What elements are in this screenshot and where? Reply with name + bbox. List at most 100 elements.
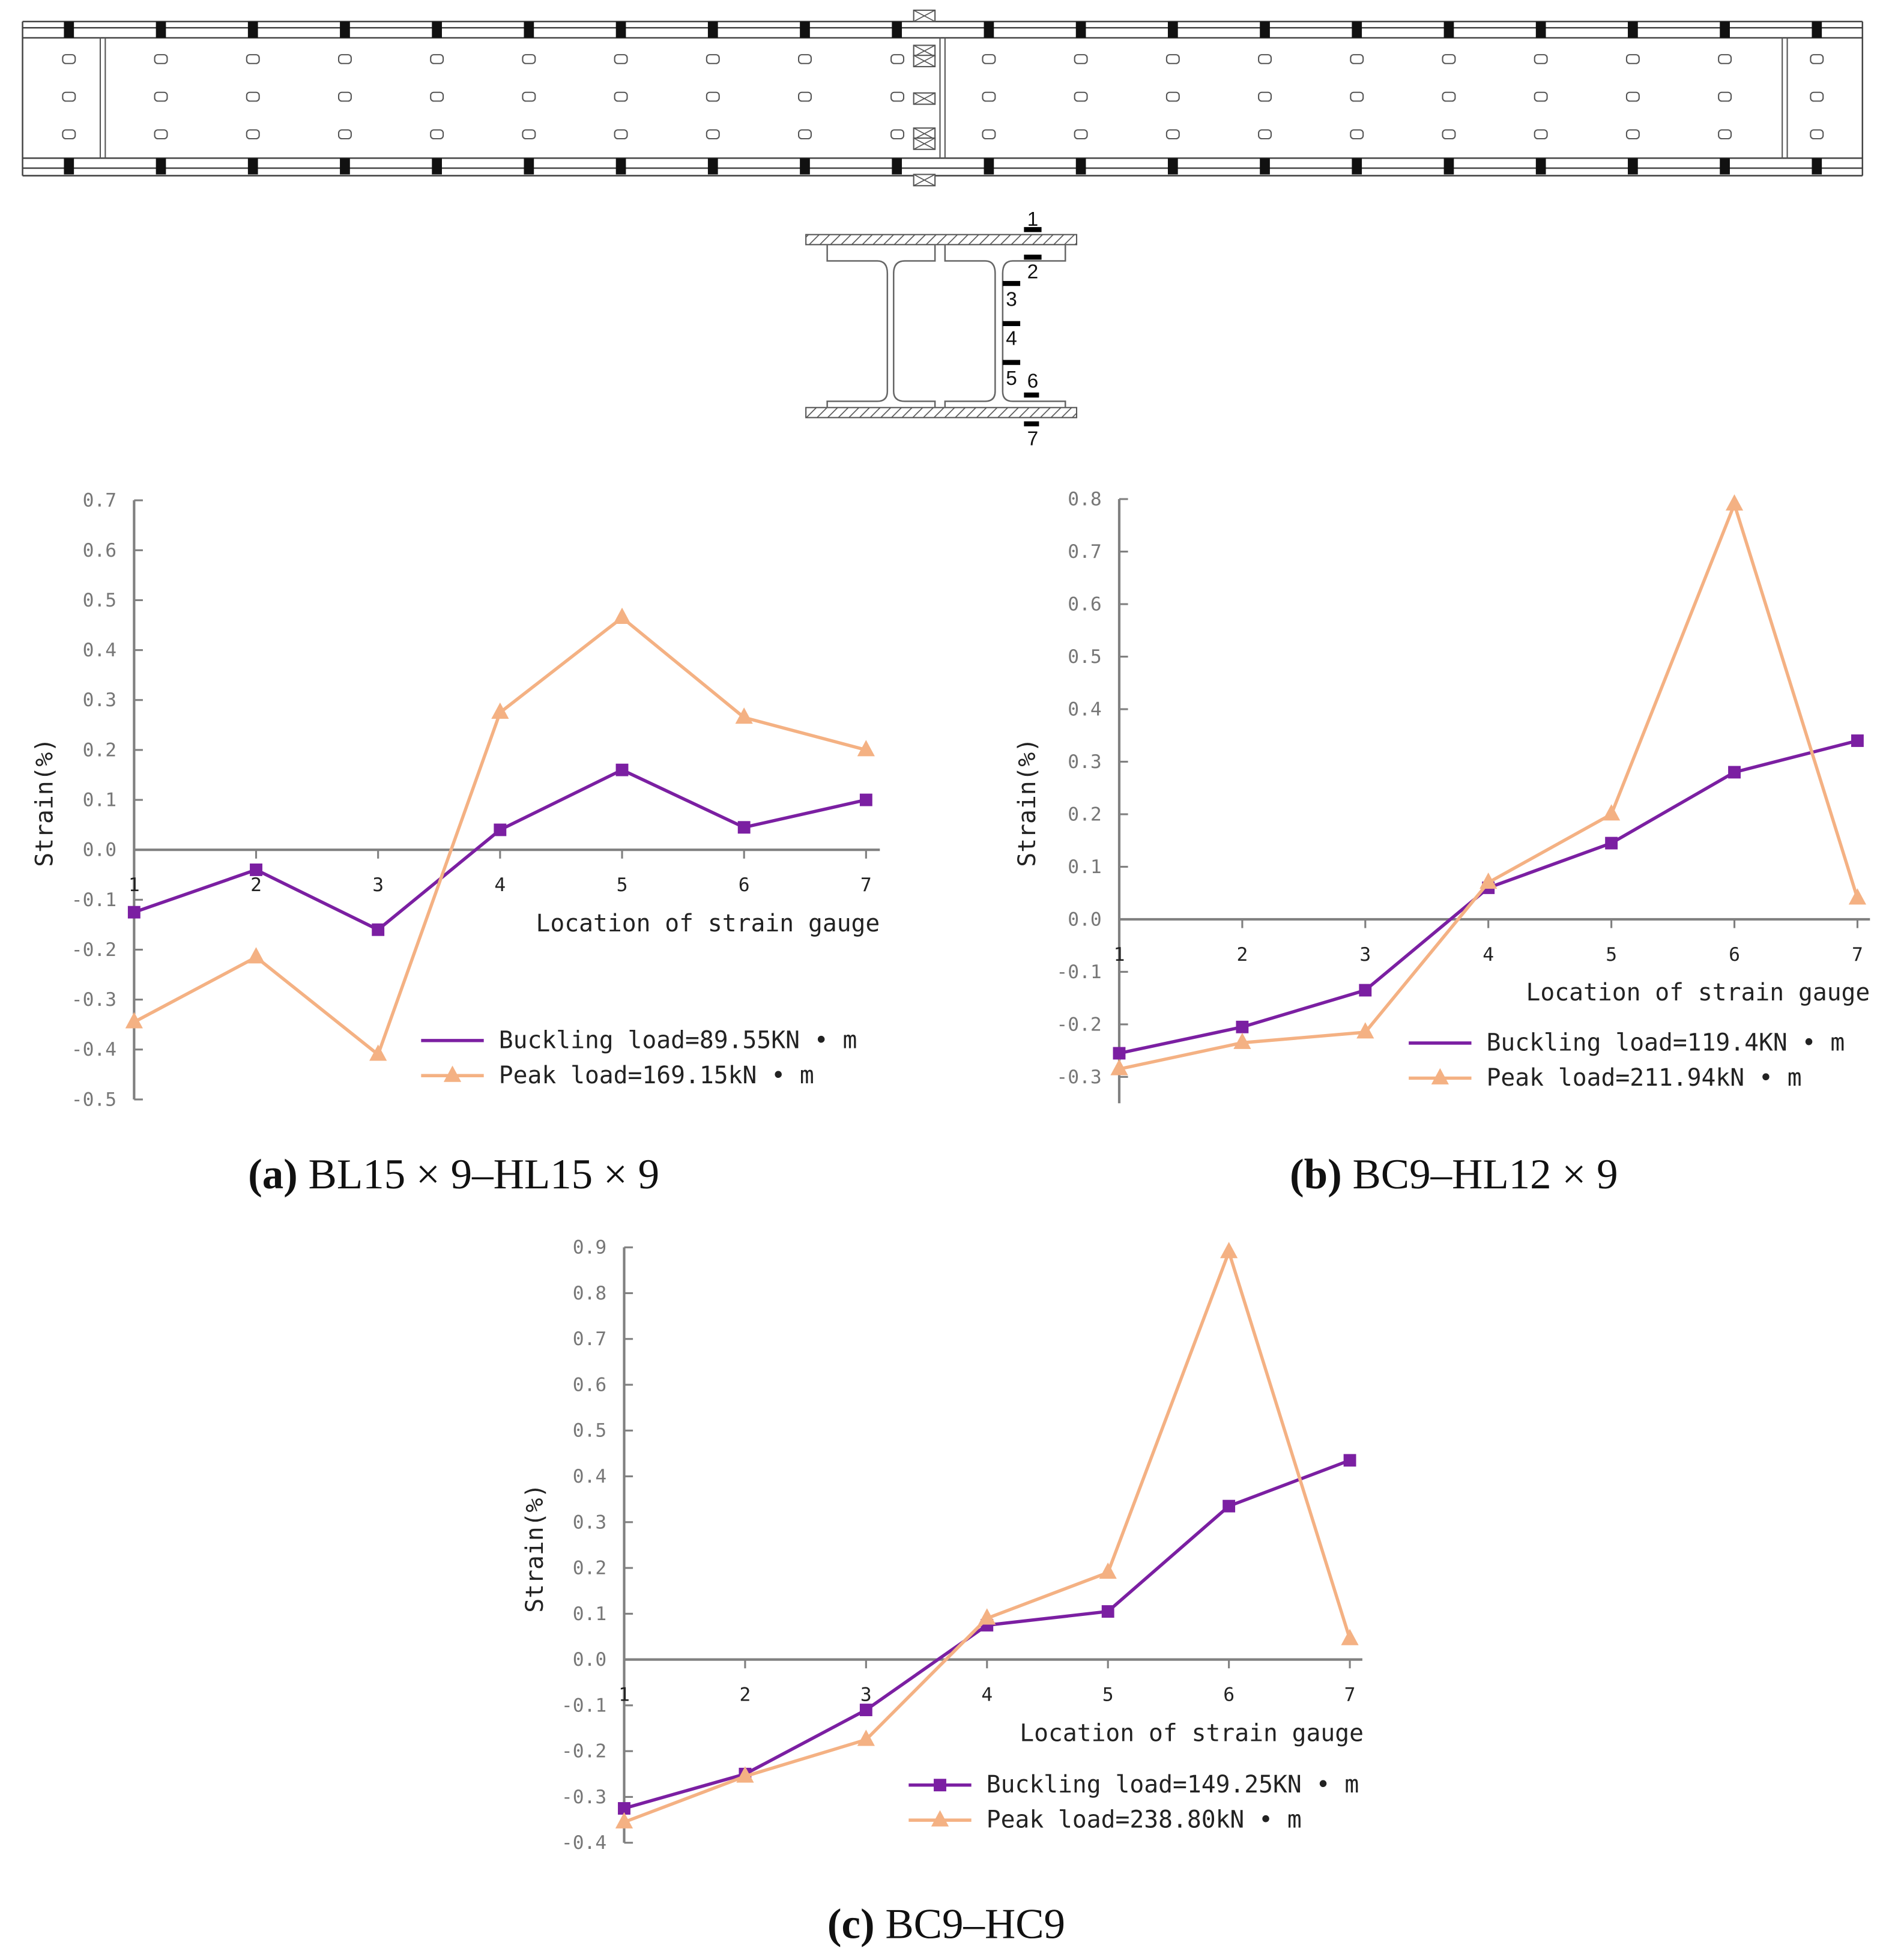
strain-gauge-label: 3 <box>1006 289 1017 311</box>
y-tick-label: 0.6 <box>1068 593 1102 615</box>
legend-entry: Peak load=211.94kN • m <box>1487 1064 1802 1092</box>
data-point-peak <box>1603 804 1621 821</box>
y-tick-label: -0.5 <box>71 1089 116 1110</box>
bolt-hole <box>706 54 720 64</box>
data-point-peak <box>735 707 753 724</box>
data-point-peak <box>613 607 631 625</box>
data-point-peak <box>247 947 265 964</box>
x-tick-label: 7 <box>1344 1684 1356 1706</box>
y-axis-label: Strain(%) <box>31 738 59 867</box>
bolt-hole <box>1258 129 1272 140</box>
x-tick-label: 3 <box>1359 944 1371 966</box>
y-axis-label: Strain(%) <box>521 1484 549 1613</box>
h-section-right <box>944 244 996 408</box>
y-tick-label: 0.5 <box>573 1420 607 1442</box>
h-section-left <box>893 244 936 408</box>
bolt-hole <box>430 91 444 102</box>
bolt-hole <box>1350 129 1364 140</box>
legend-marker <box>934 1779 946 1792</box>
bolt-hole <box>1442 91 1456 102</box>
bolt-bottom <box>1075 158 1086 175</box>
bolt-hole <box>430 129 444 140</box>
y-tick-label: 0.1 <box>83 789 117 811</box>
y-tick-label: 0.7 <box>83 490 117 512</box>
strain-gauge-1 <box>1024 227 1042 232</box>
bolt-bottom <box>524 158 534 175</box>
y-tick-label: -0.1 <box>1056 961 1101 983</box>
y-tick-label: 0.2 <box>573 1558 607 1579</box>
legend-marker <box>1431 1068 1449 1084</box>
bolt-hole <box>890 129 905 140</box>
legend-entry: Buckling load=149.25KN • m <box>987 1771 1359 1798</box>
bolt-hole <box>614 91 628 102</box>
y-tick-label: -0.2 <box>1056 1014 1101 1035</box>
bolt-hole <box>1810 54 1824 64</box>
bolt-top <box>1535 21 1546 38</box>
bolt-hole <box>798 54 812 64</box>
bolt-hole <box>798 129 812 140</box>
y-tick-label: 0.6 <box>573 1374 607 1396</box>
cross-section-diagram: 1 23 4 5 6 7 <box>805 208 1078 450</box>
data-point-buckling <box>250 864 262 876</box>
bolt-hole <box>1534 54 1548 64</box>
bolt-hole <box>430 54 444 64</box>
beam-elevation-diagram <box>22 9 1864 187</box>
charts: -0.5 -0.4 -0.3 -0.2 -0.1 0.0 0.1 0.2 0.3 0.4 0.5 0.… <box>31 489 1870 1947</box>
y-tick-label: 0.6 <box>83 540 117 561</box>
x-tick-label: 7 <box>860 874 872 896</box>
bolt-hole <box>982 91 996 102</box>
y-tick-label: 0.4 <box>1068 698 1102 720</box>
legend-entry: Peak load=238.80kN • m <box>987 1806 1302 1834</box>
panel-caption: (a) BL15 × 9–HL15 × 9 <box>248 1151 659 1198</box>
caption-letter: (c) <box>827 1901 875 1947</box>
y-tick-label: -0.3 <box>561 1786 606 1808</box>
x-axis-label: Location of strain gauge <box>536 910 880 937</box>
data-point-peak <box>1848 888 1867 905</box>
legend-marker <box>931 1810 949 1827</box>
h-section-right <box>1002 244 1066 408</box>
data-point-buckling <box>1851 734 1864 747</box>
y-tick-label: 0.3 <box>83 689 117 711</box>
bolt-hole <box>1442 129 1456 140</box>
y-tick-label: 0.4 <box>573 1466 607 1487</box>
data-point-peak <box>1480 872 1498 889</box>
y-tick-label: 0.7 <box>573 1328 607 1350</box>
bolt-hole <box>1350 91 1364 102</box>
data-point-buckling <box>1728 766 1741 779</box>
bolt-bottom <box>247 158 258 175</box>
x-tick-label: 4 <box>1483 944 1494 966</box>
bolt-top <box>1352 21 1362 38</box>
bolt-bottom <box>1535 158 1546 175</box>
bolt-hole <box>614 129 628 140</box>
data-point-peak <box>1099 1562 1117 1579</box>
x-tick-label: 6 <box>1729 944 1740 966</box>
data-point-peak <box>1233 1032 1251 1049</box>
bolt-top <box>1260 21 1270 38</box>
x-tick-label: 6 <box>1223 1684 1235 1706</box>
bolt-bottom <box>1443 158 1454 175</box>
strain-gauge-4 <box>1002 321 1021 327</box>
y-axis-label: Strain(%) <box>1014 738 1041 867</box>
bolt-hole <box>890 54 905 64</box>
data-point-peak <box>978 1608 996 1625</box>
strain-gauge-label: 4 <box>1006 327 1017 349</box>
bolt-bottom <box>1167 158 1178 175</box>
bolt-top <box>800 21 810 38</box>
data-point-buckling <box>1236 1020 1249 1033</box>
data-point-peak <box>125 1012 143 1029</box>
bolt-bottom <box>984 158 994 175</box>
legend-marker <box>443 1065 462 1082</box>
data-point-buckling <box>859 1704 872 1716</box>
strain-gauge-3 <box>1002 280 1021 286</box>
bolt-top <box>984 21 994 38</box>
bolt-hole <box>1718 129 1732 140</box>
x-tick-label: 5 <box>1102 1684 1114 1706</box>
data-point-buckling <box>1223 1499 1236 1513</box>
bolt-hole <box>1534 129 1548 140</box>
bolt-hole <box>1442 54 1456 64</box>
bolt-top <box>432 21 442 38</box>
series-line-buckling <box>623 1459 1351 1810</box>
caption-letter: (a) <box>248 1151 298 1198</box>
bolt-bottom <box>340 158 350 175</box>
bolt-hole <box>337 91 352 102</box>
